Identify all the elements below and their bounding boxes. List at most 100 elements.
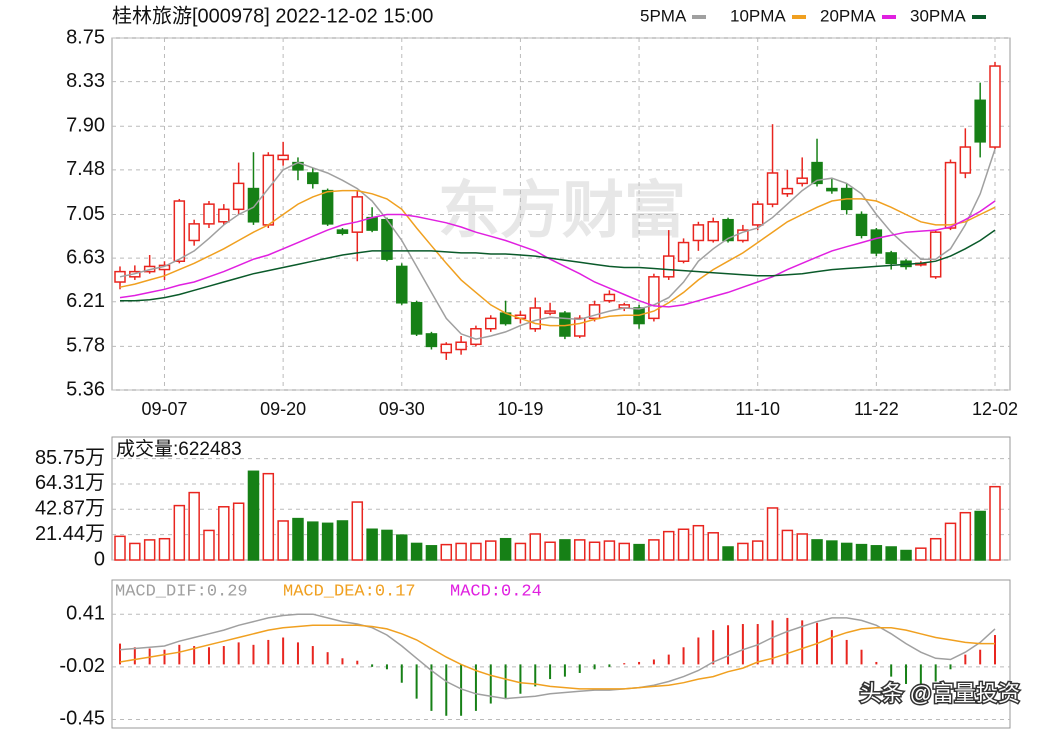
- y-tick-label: -0.02: [59, 655, 105, 677]
- volume-bar: [114, 535, 126, 561]
- candle-body: [811, 161, 823, 185]
- candle-body: [544, 310, 556, 314]
- candle-body: [336, 229, 349, 234]
- volume-bar: [855, 543, 868, 561]
- candle-body: [707, 221, 719, 242]
- volume-bar: [336, 520, 349, 561]
- watermark: 东方财富: [438, 176, 686, 245]
- volume-bar: [307, 521, 319, 561]
- macd-line: [119, 624, 995, 690]
- candle-body: [188, 223, 200, 242]
- candle-body: [781, 187, 794, 195]
- candle-body: [677, 241, 690, 262]
- candle-body: [766, 172, 779, 205]
- volume-bar: [247, 470, 260, 561]
- candle-body: [974, 99, 986, 143]
- volume-bar: [514, 542, 527, 561]
- legend-label: MACD:0.24: [450, 582, 542, 601]
- volume-bar: [737, 542, 749, 561]
- volume-bar: [188, 491, 200, 561]
- candle-body: [722, 218, 734, 242]
- volume-bar: [351, 501, 364, 561]
- ma-line: [119, 200, 996, 308]
- candle-body: [485, 317, 497, 330]
- candle-body: [277, 154, 289, 161]
- volume-bar: [929, 537, 942, 561]
- y-tick-label: 6.21: [66, 290, 105, 312]
- volume-bar: [662, 530, 675, 561]
- volume-bar: [959, 511, 972, 561]
- candle-body: [929, 231, 942, 278]
- volume-bar: [618, 542, 630, 561]
- candle-body: [885, 252, 897, 265]
- legend-label: 5PMA: [640, 6, 687, 25]
- volume-bar: [573, 539, 586, 561]
- y-tick-label: 42.87万: [35, 498, 105, 520]
- candle-body: [959, 146, 972, 174]
- y-tick-label: 8.75: [66, 26, 105, 48]
- volume-bar: [707, 532, 719, 561]
- candle-body: [366, 216, 378, 231]
- volume-bar: [840, 542, 853, 561]
- ma-line: [119, 148, 996, 340]
- volume-bar: [485, 540, 497, 561]
- y-tick-label: 5.36: [66, 378, 105, 400]
- volume-bar: [766, 507, 779, 561]
- legend-label: 30PMA: [910, 6, 966, 25]
- candle-body: [826, 187, 838, 192]
- volume-bar: [751, 540, 764, 561]
- volume-bar: [262, 472, 275, 561]
- candle-body: [944, 161, 957, 229]
- volume-bar: [944, 522, 957, 561]
- volume-bar: [989, 485, 1001, 561]
- candle-body: [529, 307, 542, 330]
- candle-body: [232, 182, 245, 211]
- candle-body: [737, 229, 749, 242]
- volume-bar: [900, 549, 912, 561]
- legend-label: 10PMA: [730, 6, 786, 25]
- candle-body: [262, 154, 275, 226]
- x-tick-label: 11-22: [854, 399, 899, 419]
- candle-body: [173, 200, 186, 262]
- candle-body: [307, 172, 319, 185]
- volume-label: 成交量:622483: [116, 438, 242, 460]
- legend-label: 20PMA: [820, 6, 876, 25]
- ma-line: [119, 189, 996, 327]
- volume-bar: [677, 528, 690, 561]
- candle-body: [796, 177, 808, 185]
- x-tick-label: 12-02: [972, 399, 1018, 419]
- candle-body: [989, 65, 1001, 148]
- x-tick-label: 11-10: [735, 399, 780, 419]
- volume-bar: [885, 546, 897, 561]
- volume-bar: [811, 539, 823, 561]
- x-tick-label: 09-07: [141, 399, 187, 419]
- volume-bar: [173, 504, 186, 561]
- volume-bar: [870, 545, 883, 561]
- volume-bar: [277, 520, 289, 561]
- volume-bar: [559, 539, 571, 561]
- ma-line: [120, 229, 996, 302]
- y-tick-label: 64.31万: [35, 472, 105, 494]
- volume-bar: [129, 542, 141, 561]
- candle-body: [870, 229, 883, 254]
- candle-body: [218, 208, 230, 223]
- candle-body: [321, 189, 334, 225]
- y-tick-label: 8.33: [66, 70, 105, 92]
- footer-watermark: 头条 @富量投资: [860, 681, 1020, 706]
- volume-bar: [396, 534, 408, 561]
- y-tick-label: 85.75万: [35, 447, 105, 469]
- volume-bar: [915, 547, 927, 561]
- volume-bar: [425, 545, 438, 561]
- candle-body: [351, 196, 364, 233]
- y-tick-label: -0.45: [59, 708, 105, 730]
- y-tick-label: 7.48: [66, 158, 105, 180]
- y-tick-label: 0.41: [66, 603, 105, 625]
- y-tick-label: 7.05: [66, 203, 105, 225]
- candle-body: [247, 187, 260, 223]
- volume-bar: [470, 542, 482, 561]
- y-tick-label: 5.78: [66, 335, 105, 357]
- candle-body: [692, 224, 705, 242]
- volume-bar: [633, 543, 645, 561]
- y-tick-label: 7.90: [66, 115, 105, 137]
